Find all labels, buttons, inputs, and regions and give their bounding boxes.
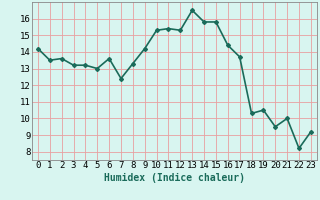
X-axis label: Humidex (Indice chaleur): Humidex (Indice chaleur) [104,173,245,183]
